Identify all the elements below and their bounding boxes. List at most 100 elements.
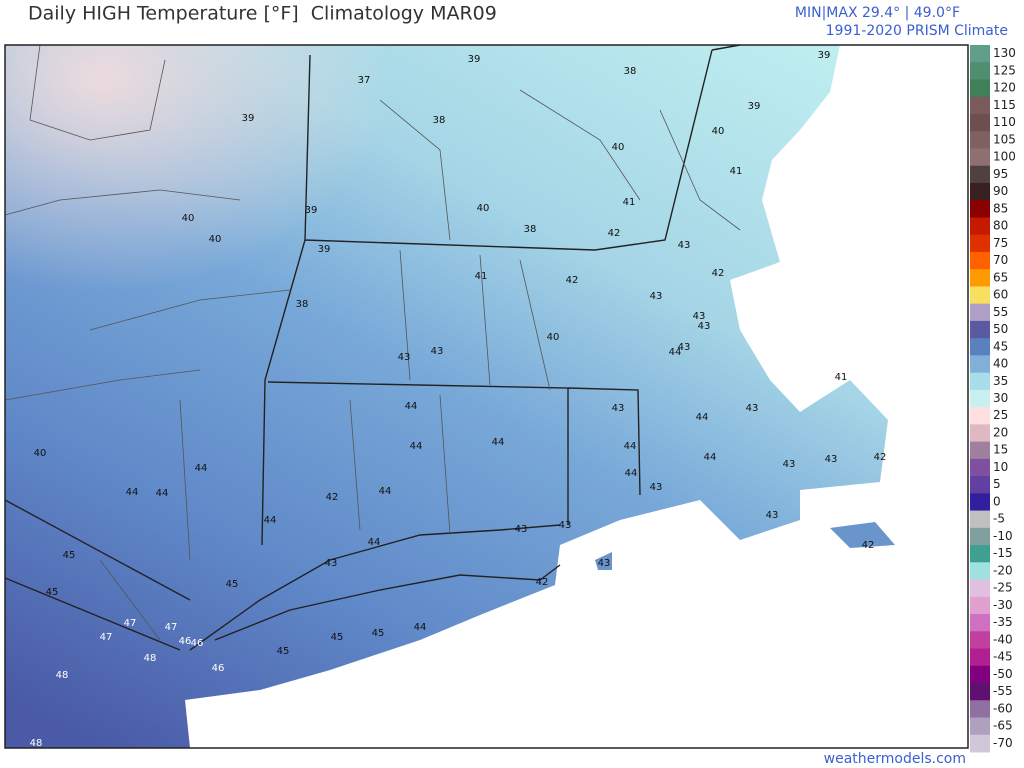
map-labels: 37 39 38 39 39 38 39 40 40 41 40 40 39 40 38 41 42 43 39 41… — [30, 50, 887, 749]
colorbar-swatch — [970, 182, 990, 201]
colorbar-swatch — [970, 648, 990, 667]
map-label: 48 — [30, 738, 43, 749]
map-label: 45 — [226, 579, 239, 590]
colorbar-label: 45 — [993, 339, 1008, 353]
colorbar-swatch — [970, 476, 990, 494]
colorbar-swatch — [970, 545, 990, 563]
colorbar-swatch — [970, 338, 990, 356]
map-label: 45 — [277, 646, 290, 657]
colorbar-label: 10 — [993, 460, 1008, 474]
map-label: 43 — [559, 520, 572, 531]
map-label: 42 — [712, 268, 725, 279]
colorbar-label: 55 — [993, 305, 1008, 319]
colorbar-swatch — [970, 665, 990, 684]
colorbar-label: -35 — [993, 615, 1013, 629]
map-label: 41 — [475, 271, 488, 282]
colorbar-label: 90 — [993, 184, 1008, 198]
map-frame — [4, 44, 969, 749]
map-label: 43 — [612, 403, 625, 414]
colorbar-label: 40 — [993, 357, 1008, 371]
map-label: 39 — [468, 54, 481, 65]
map-label: 43 — [693, 311, 706, 322]
map-label: 40 — [209, 234, 222, 245]
map-label: 43 — [783, 459, 796, 470]
map-label: 45 — [46, 587, 59, 598]
colorbar-label: 105 — [993, 132, 1016, 146]
map-label: 44 — [669, 347, 682, 358]
map-label: 39 — [318, 244, 331, 255]
colorbar-label: 15 — [993, 443, 1008, 457]
map-label: 48 — [56, 670, 69, 681]
colorbar-swatch — [970, 510, 990, 529]
map-label: 43 — [650, 291, 663, 302]
map-label: 46 — [179, 636, 192, 647]
map-label: 41 — [623, 197, 636, 208]
map-label: 40 — [34, 448, 47, 459]
colorbar-label: -20 — [993, 563, 1013, 577]
colorbar-label: -50 — [993, 667, 1013, 681]
footer: weathermodels.com — [824, 751, 966, 767]
map-label: 44 — [368, 537, 381, 548]
map-label: 38 — [296, 299, 309, 310]
colorbar-swatch — [970, 596, 990, 615]
colorbar-swatch — [970, 527, 990, 546]
map-label: 47 — [124, 618, 137, 629]
colorbar: 1301251201151101051009590858075706560555… — [970, 45, 1016, 753]
colorbar-label: -10 — [993, 529, 1013, 543]
map-label: 37 — [358, 75, 371, 86]
colorbar-swatch — [970, 631, 990, 650]
colorbar-label: 100 — [993, 150, 1016, 164]
colorbar-label: 35 — [993, 374, 1008, 388]
map-label: 41 — [730, 166, 743, 177]
colorbar-swatch — [970, 683, 990, 701]
colorbar-label: 80 — [993, 219, 1008, 233]
map-label: 47 — [100, 632, 113, 643]
colorbar-swatch — [970, 131, 990, 149]
islands — [595, 522, 895, 570]
map-label: 44 — [414, 622, 427, 633]
map-label: 39 — [748, 101, 761, 112]
colorbar-swatch — [970, 700, 990, 719]
map-label: 41 — [835, 372, 848, 383]
colorbar-swatch — [970, 200, 990, 218]
colorbar-swatch — [970, 579, 990, 598]
colorbar-swatch — [970, 493, 990, 512]
colorbar-swatch — [970, 165, 990, 184]
map-label: 47 — [165, 622, 178, 633]
colorbar-swatch — [970, 148, 990, 167]
colorbar-label: 25 — [993, 408, 1008, 422]
colorbar-label: -70 — [993, 736, 1013, 750]
map-label: 44 — [410, 441, 423, 452]
colorbar-label: 60 — [993, 288, 1008, 302]
map-label: 44 — [264, 515, 277, 526]
map-label: 38 — [624, 66, 637, 77]
ocean — [185, 45, 968, 748]
colorbar-swatch — [970, 614, 990, 632]
colorbar-label: 125 — [993, 63, 1016, 77]
map-label: 42 — [874, 452, 887, 463]
colorbar-label: 130 — [993, 46, 1016, 60]
map-label: 45 — [372, 628, 385, 639]
colorbar-swatch — [970, 441, 990, 460]
map-label: 42 — [536, 577, 549, 588]
map-label: 43 — [398, 352, 411, 363]
map-label: 42 — [862, 540, 875, 551]
map — [4, 44, 969, 749]
colorbar-swatch — [970, 458, 990, 477]
map-label: 40 — [612, 142, 625, 153]
colorbar-swatch — [970, 389, 990, 408]
map-label: 44 — [126, 487, 139, 498]
colorbar-label: 85 — [993, 201, 1008, 215]
map-label: 42 — [326, 492, 339, 503]
map-label: 46 — [212, 663, 225, 674]
colorbar-swatch — [970, 717, 990, 736]
colorbar-label: 95 — [993, 167, 1008, 181]
map-label: 39 — [305, 205, 318, 216]
colorbar-label: -5 — [993, 512, 1005, 526]
coastline — [189, 524, 561, 651]
map-label: 44 — [625, 468, 638, 479]
colorbar-swatch — [970, 407, 990, 425]
colorbar-swatch — [970, 355, 990, 374]
colorbar-label: -25 — [993, 581, 1013, 595]
map-label: 43 — [678, 240, 691, 251]
